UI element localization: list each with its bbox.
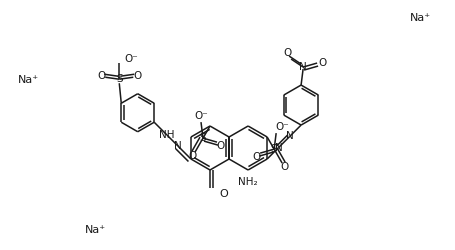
Text: O: O xyxy=(133,71,141,81)
Text: S: S xyxy=(116,74,122,84)
Text: O⁻: O⁻ xyxy=(275,122,288,132)
Text: NH: NH xyxy=(159,130,174,140)
Text: Na⁺: Na⁺ xyxy=(17,75,39,85)
Text: N: N xyxy=(174,141,182,151)
Text: S: S xyxy=(199,133,206,143)
Text: Na⁺: Na⁺ xyxy=(409,13,430,23)
Text: N: N xyxy=(274,143,282,153)
Text: S: S xyxy=(270,144,277,154)
Text: O: O xyxy=(188,151,197,161)
Text: O⁻: O⁻ xyxy=(194,111,207,121)
Text: O: O xyxy=(317,58,325,68)
Text: Na⁺: Na⁺ xyxy=(84,225,105,235)
Text: O⁻: O⁻ xyxy=(124,54,138,64)
Text: O: O xyxy=(252,152,260,162)
Text: N: N xyxy=(285,131,293,141)
Text: O: O xyxy=(218,189,227,199)
Text: O: O xyxy=(97,71,105,81)
Text: O: O xyxy=(283,48,291,58)
Text: N: N xyxy=(298,62,306,72)
Text: O: O xyxy=(279,162,288,172)
Text: NH₂: NH₂ xyxy=(238,177,258,187)
Text: O: O xyxy=(217,141,225,151)
